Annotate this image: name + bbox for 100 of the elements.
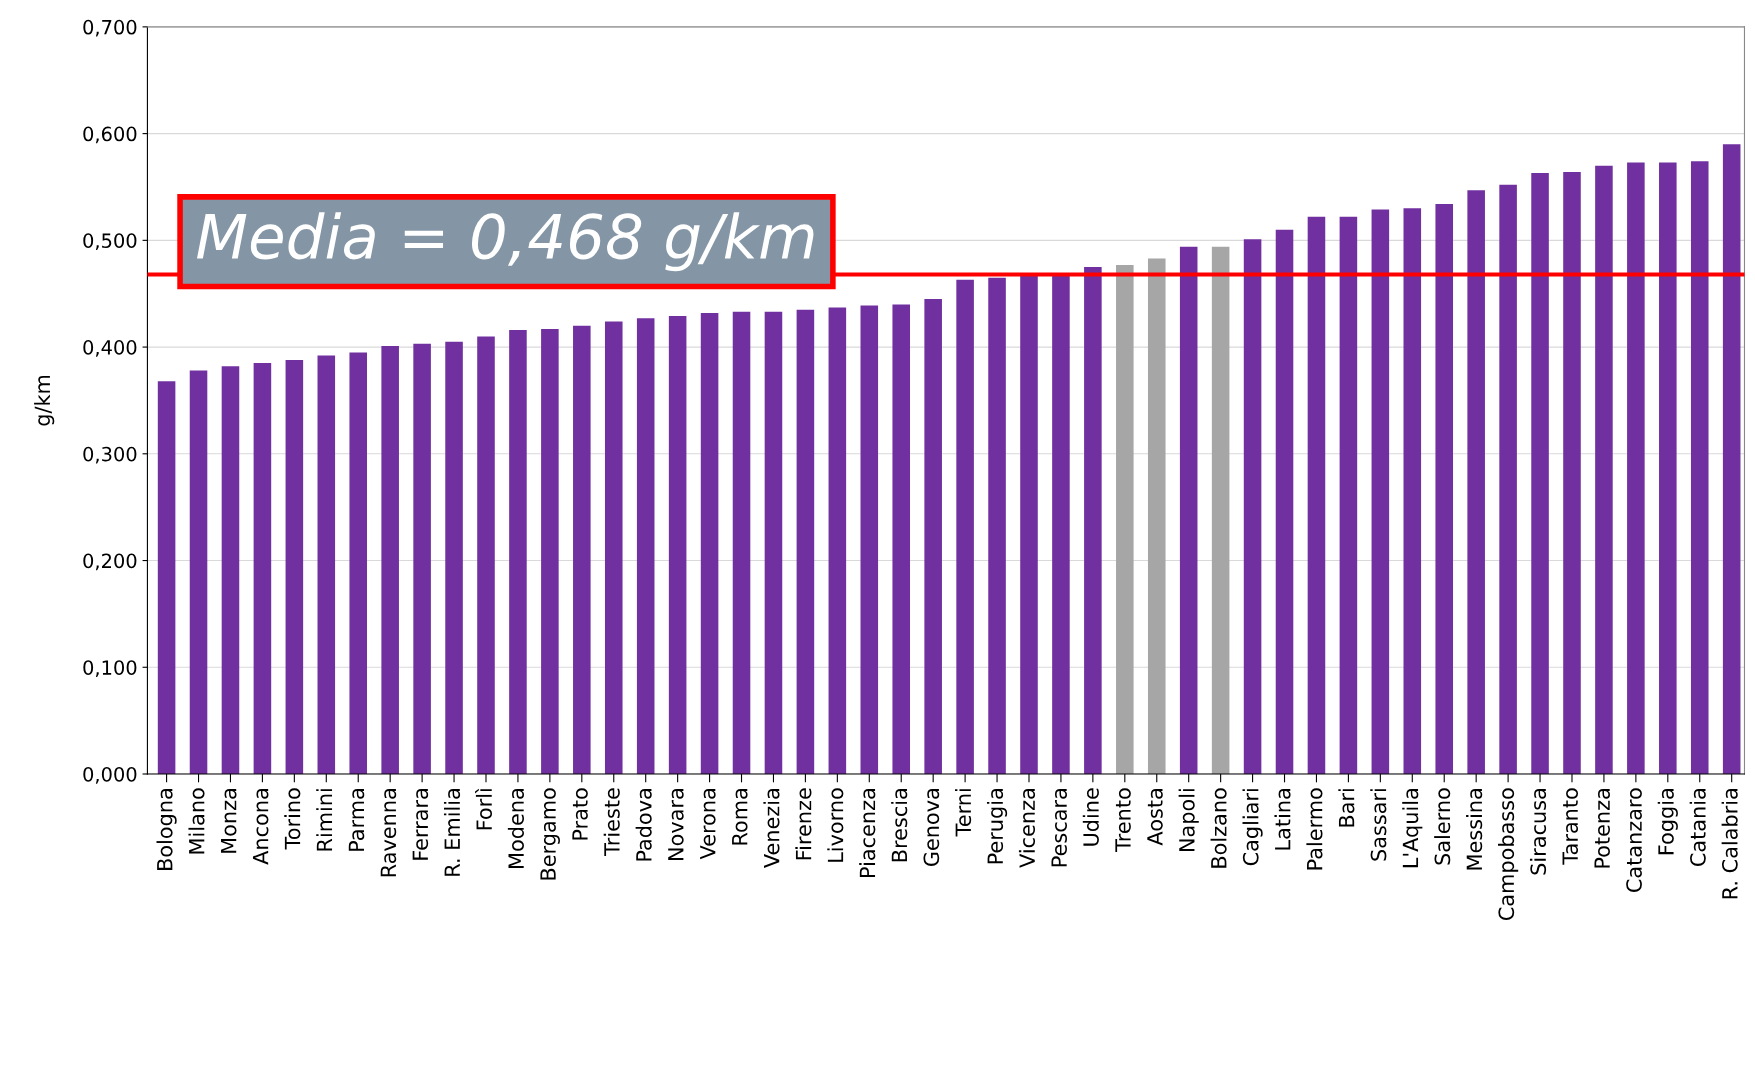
bar — [796, 309, 815, 774]
bar — [604, 321, 623, 774]
bar — [381, 346, 399, 774]
bar — [668, 316, 687, 774]
x-tick-label: Salerno — [1434, 788, 1451, 865]
bar — [828, 307, 847, 774]
x-tick-label: Ancona — [252, 789, 269, 865]
x-tick-label: Catania — [1689, 789, 1706, 867]
x-tick-label: Genova — [923, 789, 940, 867]
x-tick-label: Prato — [572, 788, 588, 840]
x-tick-label: R. Calabria — [1721, 789, 1738, 899]
x-tick-label: Palermo — [1306, 788, 1323, 870]
ref-line-label: Media = 0,468 g/km — [196, 212, 814, 272]
x-tick-label: L'Aquila — [1402, 789, 1423, 868]
bar — [1627, 162, 1645, 774]
x-tick-label: Catanzaro — [1626, 788, 1642, 893]
x-tick-label: Aosta — [1147, 789, 1163, 846]
bar — [636, 318, 655, 774]
x-tick-label: Forlì — [475, 788, 493, 830]
bar — [285, 359, 304, 774]
x-tick-label: Bergamo — [540, 788, 560, 880]
bar — [445, 341, 463, 774]
y-tick-label: 0,000 — [83, 766, 137, 784]
bar — [1179, 246, 1198, 774]
y-tick-label: 0,400 — [83, 340, 137, 357]
bar — [221, 366, 240, 774]
x-tick-label: Siracusa — [1529, 789, 1547, 875]
bar — [477, 336, 495, 774]
bar — [1275, 229, 1294, 774]
x-tick-label: Udine — [1082, 788, 1099, 846]
bar — [157, 381, 176, 774]
x-tick-label: Venezia — [763, 789, 780, 868]
x-tick-label: Potenza — [1594, 789, 1610, 868]
bar — [1690, 161, 1709, 774]
y-tick-label: 0,600 — [83, 126, 137, 144]
y-tick-label: 0,300 — [83, 446, 137, 464]
bar — [956, 279, 974, 774]
x-tick-label: R. Emilia — [443, 789, 461, 876]
x-tick-label: Verona — [700, 789, 716, 860]
x-tick-label: Terni — [955, 789, 972, 837]
y-tick-label: 0,700 — [83, 19, 137, 37]
x-tick-label: Novara — [668, 789, 684, 860]
x-tick-label: Rimini — [316, 789, 333, 851]
x-tick-label: Brescia — [891, 789, 908, 862]
x-tick-label: Livorno — [827, 788, 844, 862]
x-tick-label: Cagliari — [1242, 789, 1263, 866]
bar — [541, 328, 559, 774]
x-tick-label: Ravenna — [380, 789, 397, 877]
y-tick-label: 0,200 — [83, 553, 137, 571]
x-tick-label: Messina — [1466, 789, 1483, 870]
y-axis-title: g/km — [34, 375, 55, 426]
bar — [1211, 246, 1230, 774]
bar — [892, 304, 911, 774]
x-tick-label: Monza — [221, 789, 237, 853]
bar — [1659, 162, 1677, 774]
bar — [1435, 204, 1454, 774]
y-tick-label: 0,100 — [83, 660, 137, 677]
x-tick-label: Foggia — [1657, 789, 1678, 855]
bar — [1116, 264, 1134, 774]
x-tick-label: Sassari — [1370, 789, 1387, 861]
bar — [509, 329, 527, 774]
bar — [1499, 184, 1517, 774]
bar — [1371, 209, 1390, 774]
bar — [1084, 267, 1102, 774]
x-tick-label: Parma — [348, 789, 365, 851]
bar — [1563, 172, 1581, 774]
bar — [1147, 258, 1166, 774]
bar — [732, 311, 751, 774]
x-tick-label: Taranto — [1562, 788, 1579, 865]
bar — [189, 370, 208, 774]
bar — [988, 277, 1006, 774]
x-tick-label: Bari — [1338, 789, 1355, 827]
bar — [253, 363, 272, 774]
x-tick-label: Latina — [1274, 789, 1291, 850]
bar — [573, 325, 591, 774]
bar — [317, 355, 336, 774]
bar — [1467, 190, 1485, 774]
bar — [860, 305, 879, 774]
bar — [1020, 275, 1038, 774]
x-tick-label: Firenze — [795, 788, 812, 860]
bar — [1403, 208, 1422, 774]
y-tick-label: 0,500 — [83, 233, 137, 250]
bar — [1339, 216, 1358, 774]
x-tick-label: Padova — [635, 789, 652, 861]
x-tick-label: Ferrara — [412, 789, 429, 860]
x-tick-label: Modena — [507, 789, 524, 868]
bar — [1531, 173, 1549, 774]
bar — [700, 312, 719, 774]
bar — [1307, 216, 1326, 774]
x-tick-label: Torino — [284, 788, 301, 850]
x-tick-label: Napoli — [1178, 789, 1199, 852]
x-tick-label: Pescara — [1051, 789, 1067, 867]
x-tick-label: Piacenza — [859, 789, 876, 877]
bar — [1595, 165, 1613, 774]
x-tick-label: Trento — [1115, 788, 1131, 852]
bar — [413, 343, 431, 774]
x-tick-label: Trieste — [603, 788, 620, 856]
x-tick-label: Milano — [188, 788, 205, 854]
x-tick-label: Perugia — [986, 789, 1008, 864]
x-tick-label: Bologna — [156, 789, 177, 870]
